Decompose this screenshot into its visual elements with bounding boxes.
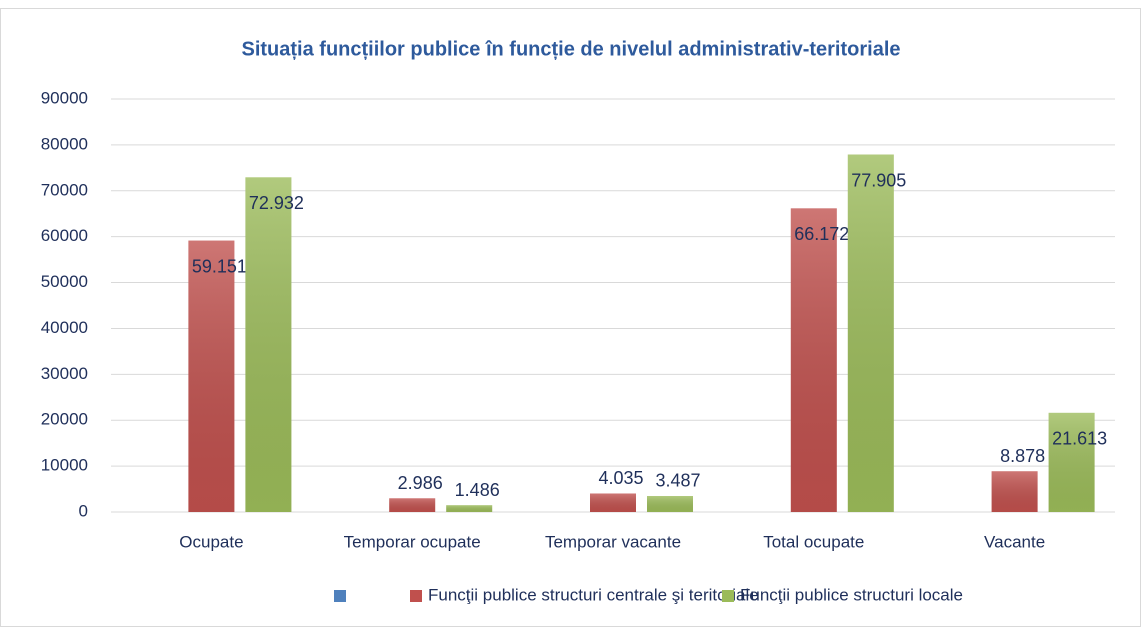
data-label: 8.878 <box>1000 446 1045 466</box>
bar-shade <box>790 208 837 512</box>
data-label: 2.986 <box>398 473 443 493</box>
data-label: 21.613 <box>1052 429 1107 449</box>
bar-shade <box>188 240 235 513</box>
data-label: 4.035 <box>598 468 643 488</box>
chart-title: Situația funcțiilor publice în funcție d… <box>242 38 901 60</box>
bar-shade <box>647 495 693 512</box>
bar-shade <box>847 154 894 512</box>
x-tick-label: Ocupate <box>179 532 243 551</box>
bar-shade <box>245 177 292 512</box>
data-label: 72.932 <box>249 193 304 213</box>
legend-swatch <box>722 590 734 602</box>
y-tick-label: 40000 <box>41 318 88 337</box>
y-tick-label: 80000 <box>41 134 88 153</box>
bar-shade <box>590 493 636 512</box>
bar-shade <box>1048 412 1095 512</box>
data-label: 77.905 <box>851 170 906 190</box>
x-tick-label: Total ocupate <box>763 532 864 551</box>
data-label: 59.151 <box>192 256 247 276</box>
y-tick-label: 30000 <box>41 364 88 383</box>
y-tick-label: 20000 <box>41 410 88 429</box>
legend-swatch <box>334 590 346 602</box>
x-tick-label: Temporar vacante <box>545 532 681 551</box>
y-tick-label: 0 <box>79 501 88 520</box>
y-tick-label: 90000 <box>41 88 88 107</box>
data-label: 66.172 <box>794 224 849 244</box>
y-tick-label: 50000 <box>41 272 88 291</box>
bar-shade <box>446 505 493 512</box>
y-tick-label: 10000 <box>41 456 88 475</box>
data-label: 3.487 <box>655 471 700 491</box>
bar-shade <box>991 471 1038 512</box>
data-label: 1.486 <box>455 480 500 500</box>
legend-swatch <box>410 590 422 602</box>
bar-shade <box>389 498 436 512</box>
y-tick-label: 60000 <box>41 226 88 245</box>
x-tick-label: Temporar ocupate <box>344 532 481 551</box>
y-tick-label: 70000 <box>41 180 88 199</box>
legend-label: Funcţii publice structuri centrale şi te… <box>428 585 759 604</box>
x-tick-label: Vacante <box>984 532 1045 551</box>
legend-label: Funcţii publice structuri locale <box>740 585 963 604</box>
